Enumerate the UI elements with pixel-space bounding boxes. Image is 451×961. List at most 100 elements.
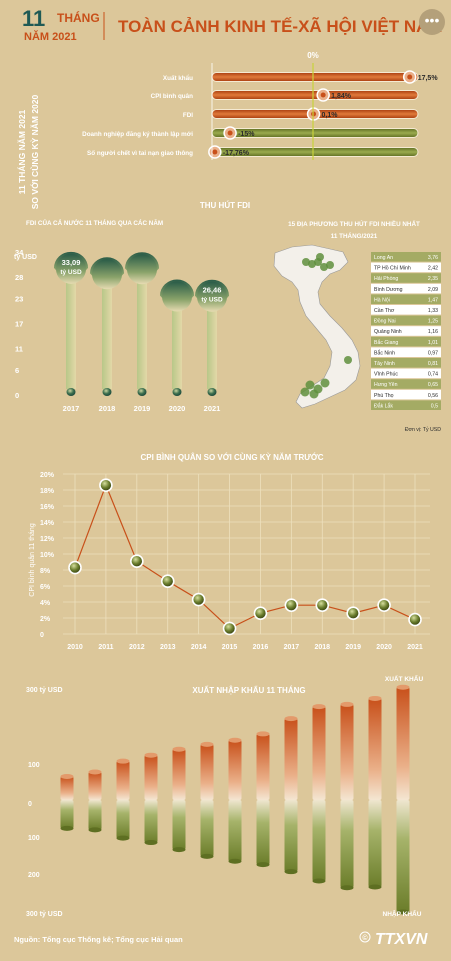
indicator-bar [211, 72, 419, 82]
fdi-bar [92, 259, 122, 290]
table-value: 0,81 [428, 361, 438, 367]
table-value: 3,76 [428, 255, 438, 261]
export-bar-cap [340, 701, 354, 707]
trade-ytick: 100 [28, 835, 40, 842]
cpi-xtick: 2012 [129, 644, 145, 651]
source-note: Nguồn: Tổng cục Thống kê; Tổng cục Hải q… [14, 935, 183, 944]
fdi-xtick: 2019 [134, 404, 151, 413]
import-bar-cap [144, 840, 158, 846]
table-value: 1,33 [428, 308, 438, 314]
table-province: Đắk Lắk [374, 402, 393, 409]
fdi-ytick: 6 [15, 366, 19, 375]
table-province: Bắc Giang [374, 339, 398, 346]
header-month: THÁNG [57, 10, 100, 25]
indicator-value: 17,5% [418, 75, 439, 82]
trade-chart: XUẤT NHẬP KHẨU 11 THÁNG 300 tỷ USD 100 0 100… [26, 673, 423, 918]
table-row [371, 347, 441, 357]
cpi-point [222, 621, 237, 636]
table-province: Vĩnh Phúc [374, 372, 398, 378]
cpi-xtick: 2011 [98, 644, 113, 651]
indicator-marker-core [407, 74, 413, 80]
table-row [371, 389, 441, 400]
import-bar-cap [368, 884, 382, 890]
export-bar [228, 740, 242, 800]
fdi-ytick: 11 [15, 345, 23, 354]
import-bar [60, 800, 74, 829]
import-bar [340, 800, 354, 888]
export-bar [256, 733, 270, 800]
table-value: 0,65 [428, 382, 438, 388]
trade-bottom-unit: 300 tỷ USD [26, 911, 63, 918]
fdi-stem [137, 268, 147, 389]
fdi-base-dot [137, 388, 147, 396]
table-province: Cần Thơ [374, 308, 395, 314]
table-value: 0,56 [428, 393, 438, 399]
fdi-section-title: THU HÚT FDI [200, 201, 250, 210]
export-bar [144, 755, 158, 800]
cpi-xtick: 2015 [222, 644, 238, 651]
export-bar-cap [200, 741, 214, 747]
header-number: 11 [22, 6, 45, 31]
table-province: Bình Dương [374, 287, 403, 293]
table-value: 2,09 [428, 287, 438, 293]
trade-title: XUẤT NHẬP KHẨU 11 THÁNG [192, 685, 305, 695]
table-row [371, 336, 441, 347]
import-bar [396, 800, 410, 912]
export-bar-cap [256, 731, 270, 737]
cpi-xtick: 2010 [67, 644, 83, 651]
table-province: Bắc Ninh [374, 349, 395, 356]
import-bar [256, 800, 270, 865]
header-year: NĂM 2021 [24, 30, 77, 43]
export-bar-cap [60, 773, 74, 779]
indicator-label: Số người chết vì tai nạn giao thông [87, 149, 193, 157]
indicator-marker-core [320, 92, 326, 98]
import-bar [228, 800, 242, 862]
map-highlight-south [300, 387, 310, 397]
more-options-button[interactable]: ••• [419, 9, 445, 35]
fdi-data-unit: tỷ USD [201, 297, 223, 304]
fdi-bar [197, 281, 227, 312]
export-bar [368, 698, 382, 800]
vietnam-map-shape [273, 244, 361, 409]
cpi-point [191, 592, 206, 607]
table-row [371, 252, 441, 262]
indicator-marker-core [227, 130, 233, 136]
table-province: Tây Ninh [374, 361, 395, 367]
import-bar [312, 800, 326, 882]
cpi-ytick: 0 [40, 632, 44, 639]
export-bar-cap [312, 704, 326, 710]
table-value: 0,97 [428, 350, 438, 356]
table-value: 1,16 [428, 329, 438, 335]
export-bar-cap [172, 746, 186, 752]
import-bar-cap [60, 825, 74, 831]
table-row [371, 315, 441, 326]
cpi-ytick: 16% [40, 504, 55, 511]
cpi-ytick: 4% [40, 600, 51, 607]
table-province: Long An [374, 255, 393, 261]
import-label: NHẬP KHẨU [383, 909, 422, 918]
footer: Nguồn: Tổng cục Thống kê; Tổng cục Hải q… [14, 931, 428, 948]
indicator-marker-core [212, 149, 218, 155]
fdi-stem [102, 273, 112, 389]
map-highlight-south [305, 380, 315, 390]
cpi-point [408, 612, 422, 627]
export-bar [116, 761, 130, 800]
fdi-xtick: 2021 [204, 404, 221, 413]
trade-ytick: 0 [28, 801, 32, 808]
copyright-icon [359, 931, 371, 943]
import-bar [284, 800, 298, 872]
indicator-label: Doanh nghiệp đăng ký thành lập mới [82, 131, 193, 138]
fdi-base-dot [207, 388, 217, 396]
cpi-chart: CPI BÌNH QUÂN SO VỚI CÙNG KỲ NĂM TRƯỚC 20… [29, 453, 430, 651]
table-row [371, 262, 441, 273]
indicator-value: 1,84% [331, 93, 352, 100]
import-bar-cap [200, 853, 214, 859]
export-bar [60, 776, 74, 800]
side-label-comparison: SO VỚI CÙNG KỲ NĂM 2020 [29, 94, 40, 209]
export-label: XUẤT KHẨU [385, 673, 424, 683]
fdi-data-label: 26,46 [203, 286, 222, 295]
cpi-ytick: 10% [40, 552, 55, 559]
map-highlight-north [326, 261, 334, 269]
import-bar-cap [88, 827, 102, 833]
